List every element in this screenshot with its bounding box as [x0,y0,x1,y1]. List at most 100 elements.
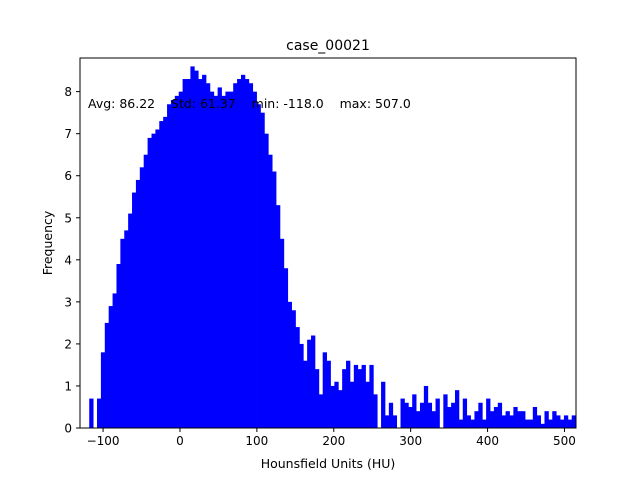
histogram-bar [244,79,250,429]
histogram-bar [159,121,164,428]
histogram-bar [155,129,160,429]
histogram-bar [482,419,487,428]
y-tick-label: 3 [64,295,72,309]
histogram-bar [100,352,106,428]
histogram-bar [357,369,362,428]
histogram-bar [182,79,187,429]
histogram-bar [474,411,479,428]
histogram-bar [291,310,296,428]
histogram-bar [213,95,219,428]
histogram-bar [326,360,331,428]
histogram-bar [447,406,452,428]
histogram-bar [462,398,468,428]
histogram-bar [334,381,339,428]
histogram-bar [458,419,464,428]
histogram-bar [303,360,308,428]
histogram-bar [478,402,483,428]
histogram-bar [104,322,110,428]
histogram-bar [567,419,573,428]
histogram-bar [528,419,534,428]
y-tick-label: 4 [64,253,72,267]
x-tick-label: 300 [399,434,422,448]
stats-annotation: Avg: 86.22 Std: 61.37 min: -118.0 max: 5… [88,96,411,111]
histogram-bar [264,133,269,428]
histogram-bar [167,104,172,428]
histogram-bar [353,364,359,428]
histogram-bar [552,411,557,428]
histogram-bar [431,411,436,428]
histogram-bar [307,339,312,428]
histogram-bar [205,83,211,428]
histogram-bar [240,74,246,428]
histogram-bar [443,394,448,428]
histogram-bar [225,91,230,428]
histogram-bar [544,411,549,428]
histogram-bar [139,167,145,428]
histogram-bar [361,364,366,428]
histogram-bar [268,154,273,428]
y-tick-label: 6 [64,169,72,183]
histogram-bar [217,87,222,429]
histogram-bar [388,402,394,428]
histogram-bar [163,116,168,429]
histogram-bar [423,385,429,428]
histogram-bar [412,394,417,428]
histogram-bar [513,406,518,428]
histogram-bar [427,402,433,428]
x-tick-label: 200 [322,434,345,448]
histogram-bar [392,415,398,428]
histogram-bar [229,91,234,428]
histogram-bar [497,402,503,428]
histogram-bar [248,83,254,428]
histogram-bar [560,419,565,428]
histogram-bar [120,238,125,428]
histogram-bar [198,79,203,429]
histogram-bars [89,66,577,429]
histogram-bar [132,192,137,428]
histogram-bar [505,411,510,428]
histogram-bar [346,360,351,428]
histogram-bar [501,415,506,428]
histogram-bar [548,419,553,428]
histogram-bar [349,381,355,428]
histogram-bar [490,411,495,428]
histogram-bar [342,369,347,428]
histogram-bar [525,419,530,428]
histogram-bar [369,364,374,428]
y-axis-label: Frequency [40,210,55,275]
histogram-bar [287,301,292,428]
x-tick-label: −100 [87,434,120,448]
histogram-bar [381,381,386,428]
histogram-bar [419,402,425,428]
histogram-bar [486,398,491,428]
histogram-bar [194,70,199,429]
histogram-bar [571,415,577,428]
histogram-bar [97,398,102,428]
histogram-bar [233,83,238,428]
histogram-bar [147,137,152,428]
histogram-bar [404,402,409,428]
histogram-bar [521,411,526,428]
y-tick-label: 7 [64,127,72,141]
y-tick-label: 1 [64,379,72,393]
y-tick-label: 0 [64,422,72,436]
chart-title: case_00021 [286,38,370,54]
histogram-bar [509,415,514,428]
histogram-bar [237,79,242,429]
histogram-bar [563,415,569,428]
histogram-bar [338,390,343,428]
histogram-bar [256,104,261,428]
histogram-bar [517,411,522,428]
x-tick-label: 500 [553,434,576,448]
y-tick-label: 8 [64,85,72,99]
histogram-bar [454,390,460,428]
histogram-bar [89,398,94,428]
histogram-bar [400,398,405,428]
histogram-bar [108,306,113,428]
x-tick-label: 100 [245,434,268,448]
plot-frame [79,57,577,429]
histogram-bar [174,95,180,428]
histogram-bar [318,394,324,428]
histogram-bar [384,415,390,428]
